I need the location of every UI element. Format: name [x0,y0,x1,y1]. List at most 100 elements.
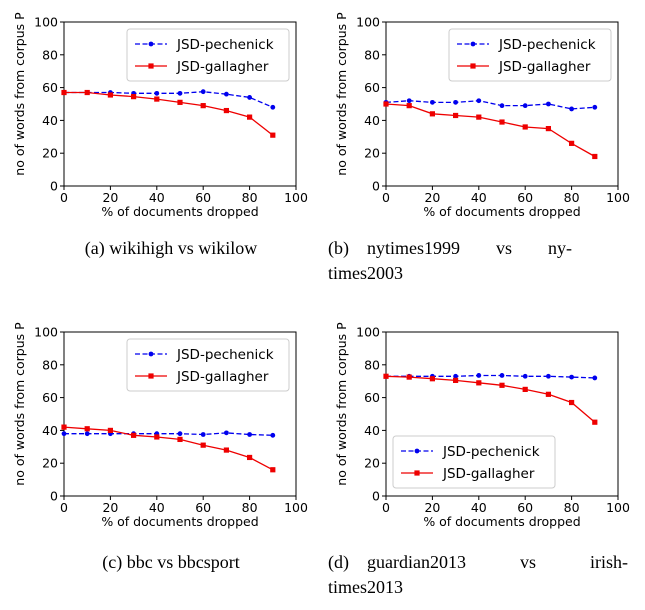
point-c-0-1 [84,431,90,437]
point-d-0-3 [453,373,458,379]
legend-marker-c-1 [148,373,154,379]
y-tick-label-c-4: 80 [42,357,58,372]
legend-marker-a-1 [148,63,154,69]
point-c-1-8 [247,454,253,461]
caption-b-line-1: (b) nytimes1999 vs ny- [328,238,572,258]
y-tick-label-c-2: 40 [42,423,58,438]
legend-marker-b-0 [470,41,476,47]
legend-label-d-1: JSD-gallagher [442,466,535,482]
x-tick-label-d-3: 60 [517,500,533,515]
point-a-0-5 [177,90,183,96]
point-b-1-9 [592,153,598,160]
series-line-a-1 [64,91,274,136]
legend-label-c-1: JSD-gallagher [176,369,269,385]
y-tick-label-d-3: 60 [364,390,380,405]
chart-panel-a: 0 20 40 60 80 100 0 20 40 60 80 100 % of documents d… [0,0,322,300]
point-c-0-0 [61,431,67,437]
legend-box-c [126,338,290,392]
point-b-1-3 [453,112,459,119]
y-tick-label-a-1: 20 [42,146,58,161]
legend-label-b-1: JSD-gallagher [498,59,591,75]
legend-marker-c-0 [148,351,154,357]
point-b-1-7 [545,126,551,132]
chart-panel-c: 0 20 40 60 80 100 0 20 40 60 80 100 % of documents d… [0,310,322,610]
point-b-1-4 [476,114,482,120]
point-a-1-2 [107,92,113,98]
point-b-0-1 [406,98,412,104]
point-a-1-5 [177,99,183,105]
point-a-1-3 [131,94,137,100]
x-tick-label-b-1: 20 [424,190,440,205]
legend-box-d [392,435,556,489]
point-b-1-8 [569,140,575,146]
x-tick-label-c-3: 60 [195,500,211,515]
x-axis-label-d: % of documents dropped [423,514,580,529]
point-c-1-2 [107,427,113,433]
y-tick-label-a-0: 0 [50,179,58,194]
y-tick-label-b-4: 80 [364,47,380,62]
x-tick-label-b-4: 80 [564,190,580,205]
point-a-0-4 [154,90,160,96]
y-tick-label-d-1: 20 [364,456,380,471]
point-b-1-1 [406,103,412,109]
y-tick-label-a-4: 80 [42,47,58,62]
point-d-1-5 [499,382,505,388]
caption-b: (b) nytimes1999 vs ny- times2003 [328,236,632,286]
point-c-1-5 [177,436,183,443]
point-d-1-1 [406,374,412,380]
point-c-0-5 [177,431,183,437]
caption-a: (a) wikihigh vs wikilow [84,238,258,258]
point-d-0-8 [569,374,574,380]
chart-panel-b: 0 20 40 60 80 100 0 20 40 60 80 100 % of documents d… [322,0,644,300]
point-a-1-9 [270,132,276,138]
point-a-0-7 [224,91,229,97]
point-a-0-8 [247,95,253,100]
point-a-1-1 [84,89,90,96]
point-b-0-6 [522,103,528,109]
y-tick-label-a-5: 100 [34,15,58,30]
x-tick-label-d-1: 20 [424,500,440,515]
point-a-1-6 [200,103,206,109]
y-tick-label-c-1: 20 [42,456,58,471]
x-tick-label-c-5: 100 [284,500,308,515]
caption-c: (c) bbc vs bbcsport [102,552,240,572]
y-tick-label-a-3: 60 [42,80,58,95]
x-tick-label-b-3: 60 [517,190,533,205]
y-tick-label-c-3: 60 [42,390,58,405]
x-tick-label-d-0: 0 [382,500,390,515]
legend-marker-d-0 [414,448,420,454]
x-axis-label-c: % of documents dropped [101,514,258,529]
x-tick-label-c-2: 40 [149,500,165,515]
x-tick-label-d-5: 100 [606,500,630,515]
y-tick-label-d-5: 100 [356,325,380,340]
chart-b: 0 20 40 60 80 100 0 20 40 60 80 100 % of documents d… [334,12,630,219]
caption-d-line-2: times2013 [328,577,403,597]
legend-box-a [126,28,290,82]
point-b-0-4 [476,98,482,104]
point-d-1-6 [522,386,528,392]
point-b-1-2 [429,111,435,117]
caption-d: (d) guardian2013 vs irish- times2013 [328,550,632,600]
y-tick-label-c-5: 100 [34,325,58,340]
x-tick-label-a-1: 20 [102,190,118,205]
x-tick-label-c-4: 80 [242,500,258,515]
chart-a: 0 20 40 60 80 100 0 20 40 60 80 100 % of documents d… [12,12,308,219]
y-tick-label-d-4: 80 [364,357,380,372]
point-d-1-9 [592,419,598,425]
point-d-1-3 [453,377,459,383]
point-d-0-9 [592,375,598,381]
point-c-1-1 [84,426,90,432]
point-d-1-7 [545,391,551,397]
series-line-d-1 [385,375,596,423]
series-line-b-1 [385,103,596,158]
chart-c: 0 20 40 60 80 100 0 20 40 60 80 100 % of documents d… [12,322,308,529]
plot-frame-a [63,21,297,187]
point-a-1-7 [223,107,229,114]
point-b-0-5 [499,103,505,109]
point-c-1-0 [61,424,67,430]
y-axis-label-b: no of words from corpus P [334,12,349,176]
x-tick-label-a-4: 80 [242,190,258,205]
x-tick-label-b-0: 0 [382,190,390,205]
point-d-1-8 [569,399,575,406]
caption-b-line-2: times2003 [328,263,403,283]
